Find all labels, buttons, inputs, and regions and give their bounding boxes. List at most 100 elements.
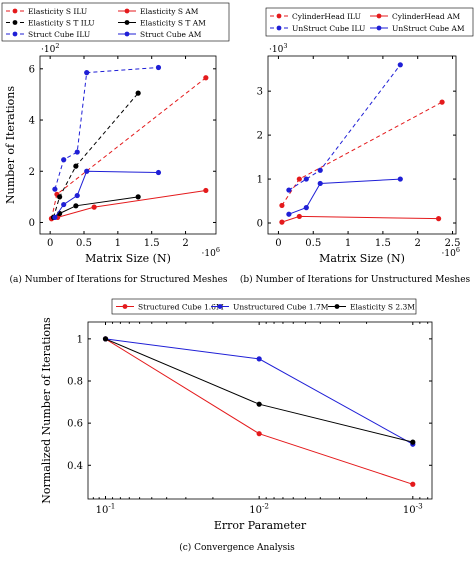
legend-label: CylinderHead ILU xyxy=(292,12,361,21)
data-point xyxy=(74,192,80,199)
y-tick-label: 4 xyxy=(29,116,35,127)
x-tick-label: 2 xyxy=(182,238,188,249)
plot-frame xyxy=(39,55,217,235)
chart-c: 10-1 10-2 10-3 0.4 0.6 0.8 1 Error Parameter Nor… xyxy=(40,298,433,532)
data-point xyxy=(397,176,403,182)
legend-box xyxy=(265,7,474,37)
x-tick-label: 0.5 xyxy=(305,238,321,249)
legend-label: UnStruct Cube ILU xyxy=(292,24,365,33)
caption-c: (c) Convergence Analysis xyxy=(179,543,295,553)
x-tick-label: 1 xyxy=(345,238,351,249)
data-point xyxy=(397,62,403,68)
legend-label: Unstructured Cube 1.7M xyxy=(233,302,329,311)
data-point xyxy=(435,216,442,222)
data-point xyxy=(410,439,416,445)
data-point xyxy=(155,64,162,71)
x-multiplier: ·106 xyxy=(442,246,460,259)
y-multiplier: ·102 xyxy=(41,42,59,55)
series-line-red-solid xyxy=(281,215,439,223)
x-tick-label: 2 xyxy=(415,238,421,249)
data-point xyxy=(135,90,141,96)
caption-a: (a) Number of Iterations for Structured … xyxy=(9,275,228,285)
legend-swatch-marker xyxy=(122,304,128,309)
data-point xyxy=(203,75,209,81)
series-line-black-solid xyxy=(105,338,413,443)
legend-label: Elasticity S T AM xyxy=(140,18,206,27)
data-point xyxy=(317,167,323,173)
data-point xyxy=(303,176,309,182)
data-point xyxy=(155,169,162,176)
data-point xyxy=(61,157,67,163)
legend-label: Elasticity S 2.3M xyxy=(350,302,415,311)
x-tick-label: 2.5 xyxy=(445,238,461,249)
y-tick-label: 0 xyxy=(29,218,35,229)
data-point xyxy=(73,163,79,169)
y-tick-label: 0.6 xyxy=(67,419,83,430)
series-line-red-dashed xyxy=(281,101,443,206)
y-tick-label: 1 xyxy=(77,334,83,345)
legend-swatch-marker xyxy=(334,304,340,309)
data-point xyxy=(52,186,58,192)
data-point xyxy=(286,211,292,217)
legend-swatch-marker xyxy=(276,25,282,31)
x-multiplier: ·106 xyxy=(202,246,220,259)
x-axis-label: Matrix Size (N) xyxy=(85,252,171,265)
y-tick-label: 1 xyxy=(257,175,263,186)
plot-frame xyxy=(87,321,433,500)
data-point xyxy=(135,194,141,200)
y-tick-label: 0 xyxy=(257,219,263,230)
data-point xyxy=(303,205,309,211)
legend-label: Struct Cube ILU xyxy=(28,30,90,39)
x-tick-label: 0.5 xyxy=(76,238,92,249)
legend-swatch-marker xyxy=(124,20,130,25)
series-line-blue-dashed xyxy=(288,64,401,191)
x-tick-label: 10-2 xyxy=(249,502,269,517)
y-tick-label: 0.4 xyxy=(67,461,83,472)
y-axis-label: Number of Iterations xyxy=(4,86,17,204)
legend-label: Elasticity S ILU xyxy=(28,7,87,16)
x-tick-label: 1.5 xyxy=(375,238,391,249)
chart-a: 0 0.5 1 1.5 2 0 2 4 6 ·106 ·102 Matrix Size (N) Numb… xyxy=(1,2,230,265)
legend-swatch-marker xyxy=(12,31,18,37)
data-point xyxy=(61,201,67,208)
y-tick-label: 6 xyxy=(29,64,35,75)
legend-swatch-marker xyxy=(124,8,130,14)
plot-frame xyxy=(267,55,457,235)
x-tick-label: 0 xyxy=(275,238,281,249)
data-point xyxy=(286,187,292,193)
data-point xyxy=(57,194,63,200)
legend-swatch-marker xyxy=(12,20,18,25)
series-line-black-dashed xyxy=(53,92,139,218)
legend-label: Elasticity S T ILU xyxy=(28,18,95,27)
x-tick-label: 10-1 xyxy=(96,502,116,517)
x-axis-label: Matrix Size (N) xyxy=(319,252,405,265)
chart-b: 0 0.5 1 1.5 2 2.5 0 1 2 3 ·106 ·103 Matrix Size (N) C… xyxy=(257,7,474,265)
series-line-blue-solid xyxy=(288,178,401,215)
x-tick-label: 1.5 xyxy=(144,238,160,249)
legend-swatch-marker xyxy=(217,304,223,309)
y-tick-label: 2 xyxy=(257,131,263,142)
legend-label: CylinderHead AM xyxy=(392,12,460,21)
y-tick-label: 3 xyxy=(257,87,263,98)
data-point xyxy=(102,336,109,342)
data-point xyxy=(84,168,90,174)
x-axis-label: Error Parameter xyxy=(214,519,307,532)
data-point xyxy=(52,214,58,220)
data-point xyxy=(203,187,209,194)
data-point xyxy=(84,70,90,76)
data-point xyxy=(296,176,302,182)
legend-swatch-marker xyxy=(276,13,282,19)
data-point xyxy=(279,219,285,225)
x-tick-label: 0 xyxy=(47,238,53,249)
y-multiplier: ·103 xyxy=(269,42,287,55)
data-point xyxy=(91,204,97,210)
y-tick-label: 2 xyxy=(29,167,35,178)
legend-box xyxy=(1,2,230,42)
series-line-blue-solid xyxy=(54,170,159,218)
legend-swatch-marker xyxy=(12,8,18,14)
series-line-blue-dashed xyxy=(54,67,159,190)
data-point xyxy=(256,356,262,362)
data-point xyxy=(410,481,416,487)
legend-label: Elasticity S AM xyxy=(140,7,199,16)
